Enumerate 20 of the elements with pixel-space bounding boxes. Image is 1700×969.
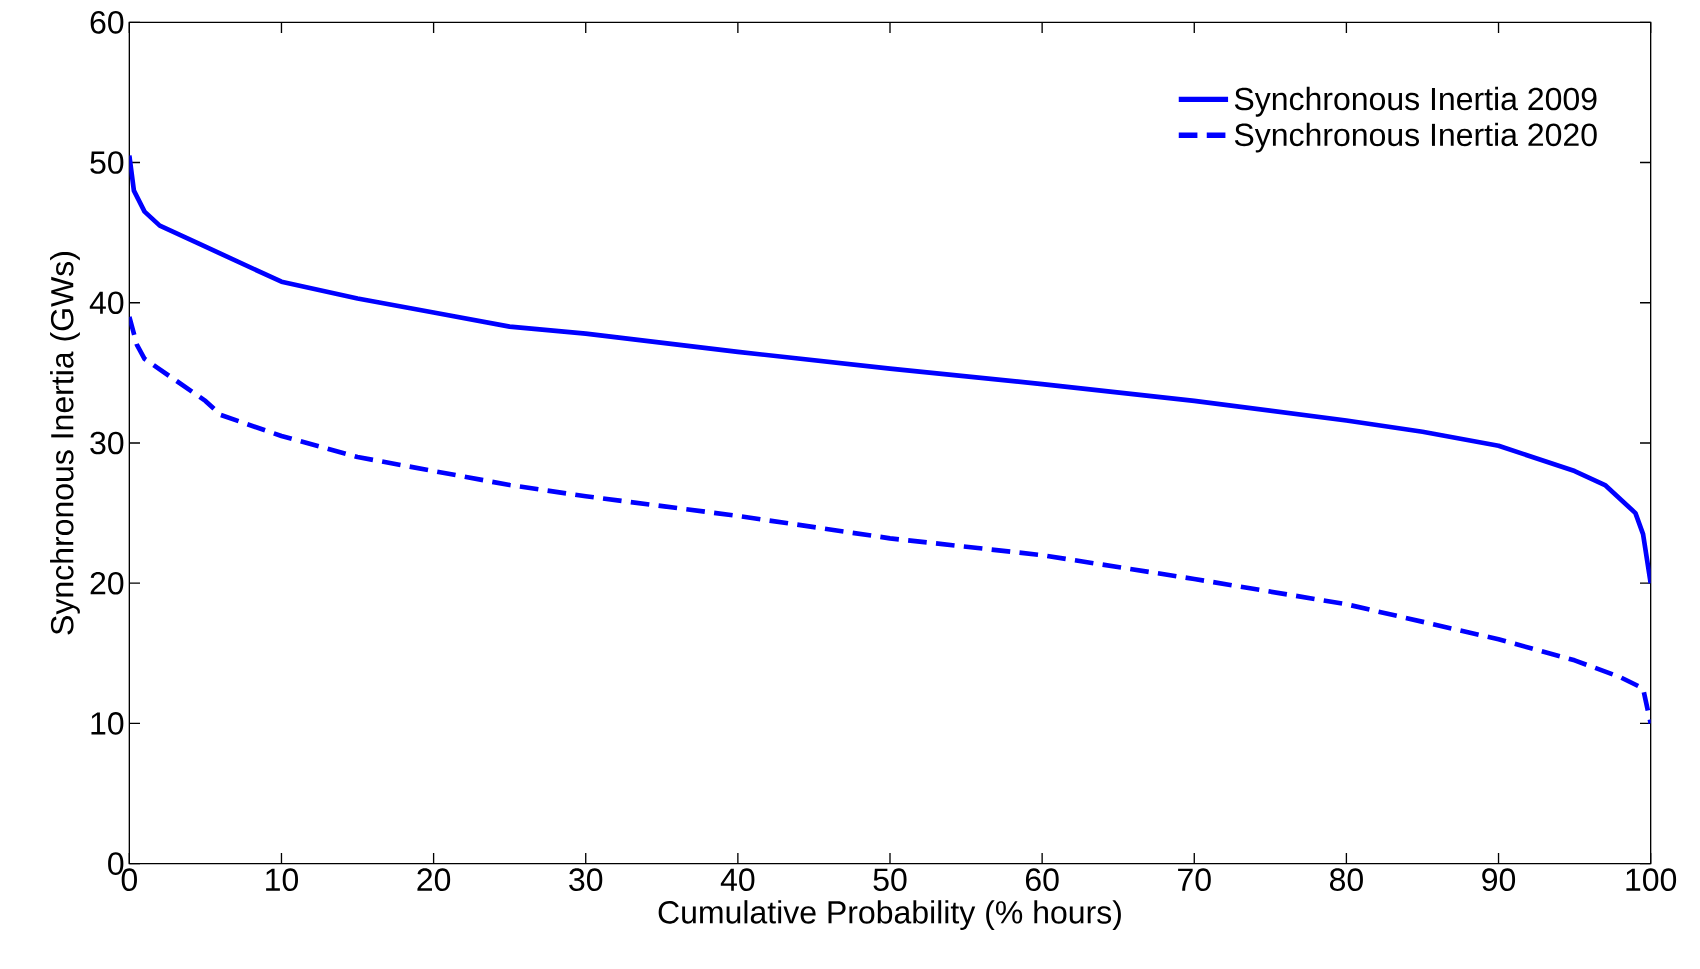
x-tick-label: 90 [1482,868,1516,892]
x-tick-label: 30 [569,868,603,892]
y-tick-label: 50 [90,151,124,174]
x-tick-label: 100 [1626,868,1677,892]
legend-label: Synchronous Inertia 2009 [1234,86,1597,117]
x-tick-label: 50 [873,868,907,892]
legend-label: Synchronous Inertia 2020 [1234,122,1597,153]
y-tick-label: 40 [89,291,124,315]
y-tick-label: 60 [90,11,124,34]
x-tick-label: 20 [417,868,451,892]
y-axis-title: Synchronous Inertia (GWs) [50,252,80,635]
x-tick-label: 10 [266,868,299,892]
x-tick-label: 40 [720,868,755,892]
y-tick-label: 10 [91,712,124,735]
y-tick-label: 20 [90,571,124,595]
x-axis-title: Cumulative Probability (% hours) [658,900,1121,931]
x-tick-label: 70 [1178,868,1211,892]
x-tick-label: 60 [1025,868,1059,892]
y-tick-label: 30 [90,431,124,455]
x-tick-label: 80 [1329,868,1363,892]
